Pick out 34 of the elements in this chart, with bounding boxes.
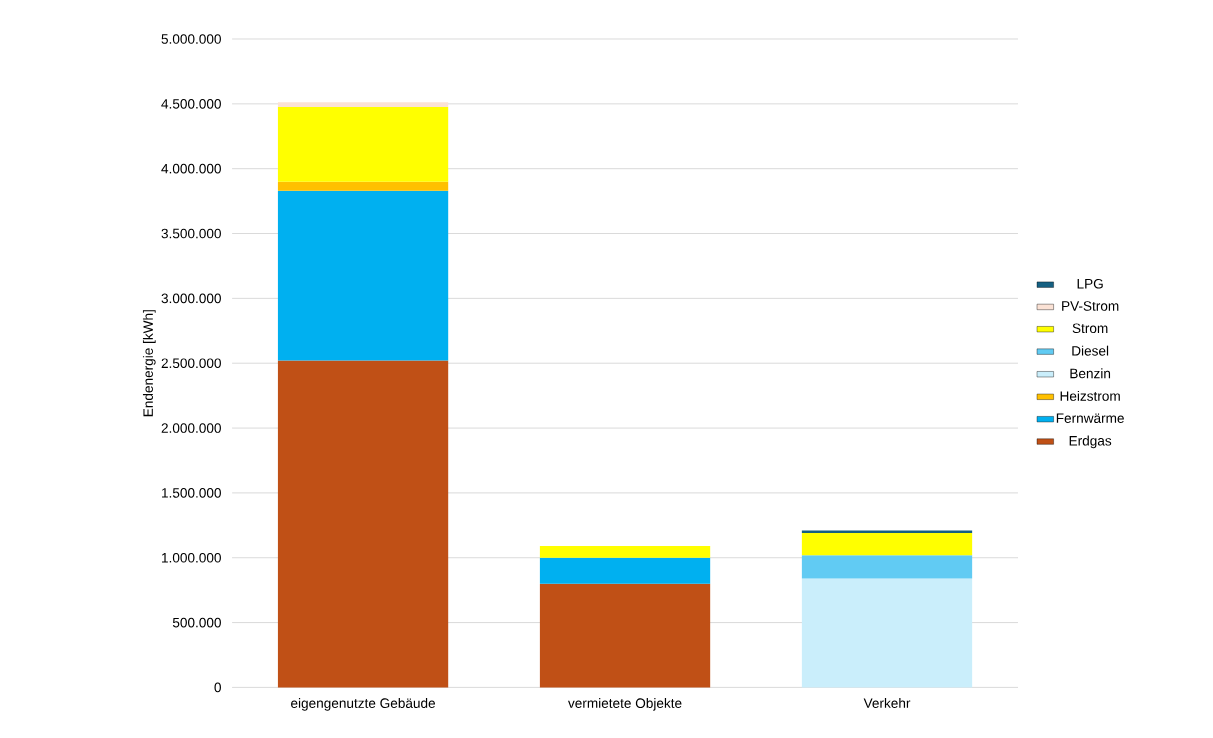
y-tick-label: 1.000.000 <box>162 552 221 563</box>
legend-label: Fernwärme <box>1056 413 1124 423</box>
y-tick-label: 2.000.000 <box>161 423 221 433</box>
bar <box>539 583 711 688</box>
bar <box>277 102 449 108</box>
legend-label: Heizstrom <box>1060 390 1120 401</box>
bar <box>277 360 449 688</box>
y-axis-title: Endenergie [kWh] <box>142 310 156 417</box>
y-tick-label: 3.000.000 <box>161 293 221 304</box>
bar <box>277 181 449 191</box>
y-tick-label: 0 <box>214 682 221 693</box>
bar <box>801 533 973 556</box>
legend-label: Diesel <box>1072 345 1109 356</box>
bar <box>277 190 449 361</box>
legend-label: Erdgas <box>1069 435 1112 449</box>
legend-label: PV-Strom <box>1062 301 1119 311</box>
bar <box>801 578 973 688</box>
y-tick-label: 500.000 <box>172 617 221 628</box>
bar <box>801 555 973 579</box>
x-tick-label: vermietete Objekte <box>568 697 682 711</box>
y-tick-label: 1.500.000 <box>162 488 221 498</box>
x-tick-label: eigengenutzte Gebäude <box>291 697 436 711</box>
legend-label: LPG <box>1077 278 1103 289</box>
bar <box>277 107 449 182</box>
bar <box>539 557 711 584</box>
y-tick-label: 2.500.000 <box>161 358 221 368</box>
x-tick-label: Verkehr <box>863 697 911 708</box>
legend-label: Strom <box>1072 323 1108 333</box>
bar <box>539 546 711 558</box>
y-tick-label: 4.000.000 <box>161 163 221 174</box>
y-tick-label: 3.500.000 <box>161 228 221 239</box>
y-tick-label: 5.000.000 <box>161 34 221 44</box>
y-tick-label: 4.500.000 <box>161 98 221 109</box>
legend-label: Benzin <box>1070 368 1111 379</box>
